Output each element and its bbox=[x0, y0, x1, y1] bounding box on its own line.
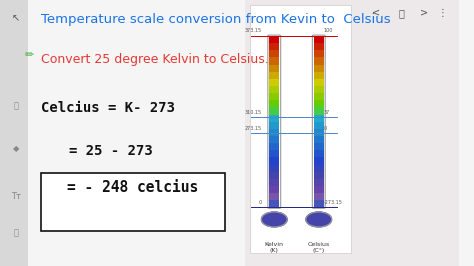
Circle shape bbox=[262, 212, 287, 227]
FancyBboxPatch shape bbox=[314, 93, 324, 100]
FancyBboxPatch shape bbox=[314, 57, 324, 65]
FancyBboxPatch shape bbox=[0, 0, 27, 266]
FancyBboxPatch shape bbox=[314, 200, 324, 207]
FancyBboxPatch shape bbox=[269, 136, 279, 143]
Text: <: < bbox=[372, 8, 380, 18]
Text: 310.15: 310.15 bbox=[244, 110, 262, 115]
FancyBboxPatch shape bbox=[314, 50, 324, 57]
FancyBboxPatch shape bbox=[314, 186, 324, 193]
FancyBboxPatch shape bbox=[314, 150, 324, 157]
Text: -273.15: -273.15 bbox=[324, 200, 343, 205]
Text: = 25 - 273: = 25 - 273 bbox=[69, 144, 153, 158]
FancyBboxPatch shape bbox=[269, 79, 279, 86]
FancyBboxPatch shape bbox=[314, 36, 324, 43]
FancyBboxPatch shape bbox=[269, 157, 279, 165]
Text: ✏: ✏ bbox=[25, 51, 35, 61]
FancyBboxPatch shape bbox=[269, 57, 279, 65]
FancyBboxPatch shape bbox=[269, 143, 279, 150]
FancyBboxPatch shape bbox=[269, 107, 279, 115]
FancyBboxPatch shape bbox=[246, 0, 459, 266]
Text: 🖼: 🖼 bbox=[14, 229, 18, 238]
Text: = - 248 celcius: = - 248 celcius bbox=[66, 180, 198, 194]
FancyBboxPatch shape bbox=[269, 72, 279, 79]
FancyBboxPatch shape bbox=[314, 172, 324, 179]
FancyBboxPatch shape bbox=[269, 165, 279, 172]
Text: Kelvin
(K): Kelvin (K) bbox=[265, 242, 284, 253]
FancyBboxPatch shape bbox=[314, 115, 324, 122]
Text: 373.15: 373.15 bbox=[244, 28, 262, 33]
FancyBboxPatch shape bbox=[314, 136, 324, 143]
FancyBboxPatch shape bbox=[269, 115, 279, 122]
FancyBboxPatch shape bbox=[314, 86, 324, 93]
Text: Temperature scale conversion from Kevin to  Celsius: Temperature scale conversion from Kevin … bbox=[41, 13, 391, 26]
FancyBboxPatch shape bbox=[269, 122, 279, 129]
Text: ↖: ↖ bbox=[12, 13, 20, 23]
Text: 0: 0 bbox=[258, 200, 262, 205]
Text: Tᴛ: Tᴛ bbox=[11, 192, 21, 201]
Text: Convert 25 degree Kelvin to Celsius.: Convert 25 degree Kelvin to Celsius. bbox=[41, 53, 269, 66]
FancyBboxPatch shape bbox=[269, 36, 279, 43]
FancyBboxPatch shape bbox=[314, 122, 324, 129]
FancyBboxPatch shape bbox=[41, 173, 225, 231]
FancyBboxPatch shape bbox=[269, 129, 279, 136]
FancyBboxPatch shape bbox=[314, 129, 324, 136]
FancyBboxPatch shape bbox=[269, 86, 279, 93]
Text: ⛰: ⛰ bbox=[14, 101, 18, 110]
FancyBboxPatch shape bbox=[269, 179, 279, 186]
FancyBboxPatch shape bbox=[250, 5, 351, 253]
Text: ⧉: ⧉ bbox=[398, 8, 404, 18]
Text: 0: 0 bbox=[324, 126, 327, 131]
Text: ◆: ◆ bbox=[13, 144, 19, 153]
FancyBboxPatch shape bbox=[269, 193, 279, 200]
Text: Celsius
(C°): Celsius (C°) bbox=[308, 242, 330, 253]
FancyBboxPatch shape bbox=[314, 107, 324, 115]
Text: Celcius = K- 273: Celcius = K- 273 bbox=[41, 101, 175, 115]
FancyBboxPatch shape bbox=[314, 43, 324, 50]
FancyBboxPatch shape bbox=[314, 193, 324, 200]
FancyBboxPatch shape bbox=[314, 165, 324, 172]
FancyBboxPatch shape bbox=[314, 179, 324, 186]
FancyBboxPatch shape bbox=[269, 186, 279, 193]
Text: 37: 37 bbox=[324, 110, 330, 115]
Text: >: > bbox=[420, 8, 428, 18]
FancyBboxPatch shape bbox=[269, 200, 279, 207]
FancyBboxPatch shape bbox=[269, 65, 279, 72]
Text: 273.15: 273.15 bbox=[244, 126, 262, 131]
FancyBboxPatch shape bbox=[314, 65, 324, 72]
FancyBboxPatch shape bbox=[314, 157, 324, 165]
FancyBboxPatch shape bbox=[269, 100, 279, 107]
Circle shape bbox=[306, 212, 332, 227]
FancyBboxPatch shape bbox=[269, 50, 279, 57]
FancyBboxPatch shape bbox=[269, 93, 279, 100]
Text: 100: 100 bbox=[324, 28, 333, 33]
FancyBboxPatch shape bbox=[314, 100, 324, 107]
FancyBboxPatch shape bbox=[269, 172, 279, 179]
FancyBboxPatch shape bbox=[269, 150, 279, 157]
FancyBboxPatch shape bbox=[314, 72, 324, 79]
FancyBboxPatch shape bbox=[314, 79, 324, 86]
FancyBboxPatch shape bbox=[269, 43, 279, 50]
Text: ⋮: ⋮ bbox=[438, 8, 447, 18]
FancyBboxPatch shape bbox=[314, 143, 324, 150]
